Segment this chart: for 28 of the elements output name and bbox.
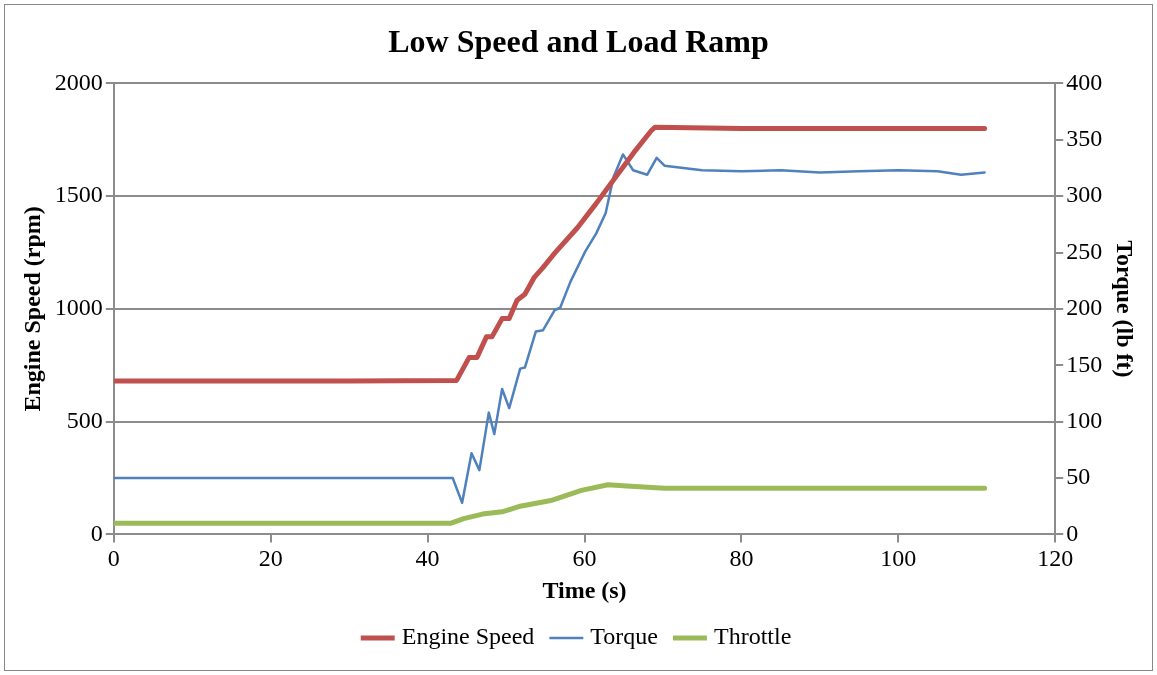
- y2-tick-label: 200: [1066, 294, 1103, 321]
- x-tick-label: 40: [415, 545, 440, 572]
- y-tick-label: 2000: [54, 68, 103, 95]
- chart-title: Low Speed and Load Ramp: [388, 23, 769, 60]
- legend-label: Engine Speed: [401, 623, 535, 650]
- y2-tick-label: 250: [1066, 237, 1103, 264]
- y2-tick-label: 150: [1066, 350, 1103, 377]
- x-tick-label: 80: [729, 545, 754, 572]
- y2-axis-title: Torque (lb ft): [1112, 240, 1139, 378]
- y-axis-title: Engine Speed (rpm): [18, 206, 45, 412]
- x-tick-label: 120: [1037, 545, 1074, 572]
- y-tick-label: 1500: [54, 181, 103, 208]
- legend-label: Throttle: [713, 623, 792, 650]
- x-tick-label: 0: [107, 545, 120, 572]
- y-tick-label: 1000: [54, 294, 103, 321]
- y2-tick-label: 300: [1066, 181, 1103, 208]
- legend-label: Torque: [590, 623, 658, 650]
- y2-tick-label: 100: [1066, 406, 1103, 433]
- x-tick-label: 100: [880, 545, 917, 572]
- y-tick-label: 500: [66, 406, 103, 433]
- y-tick-label: 0: [90, 519, 103, 546]
- y2-tick-label: 350: [1066, 125, 1103, 152]
- y2-tick-label: 0: [1066, 519, 1079, 546]
- x-axis-title: Time (s): [542, 576, 627, 603]
- y2-tick-label: 50: [1066, 463, 1091, 490]
- x-tick-label: 60: [572, 545, 597, 572]
- x-tick-label: 20: [258, 545, 283, 572]
- y2-tick-label: 400: [1066, 68, 1103, 95]
